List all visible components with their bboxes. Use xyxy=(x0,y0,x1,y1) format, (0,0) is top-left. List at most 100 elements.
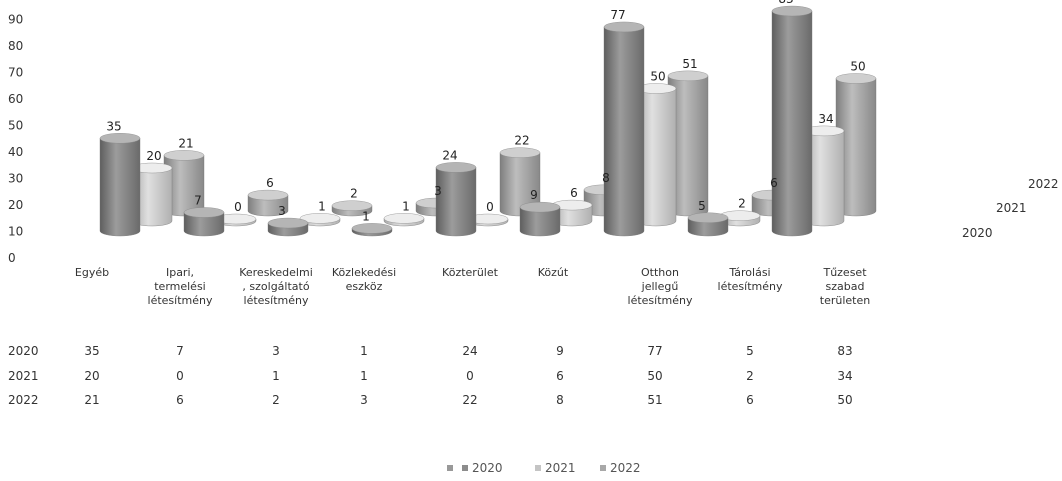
bar-top xyxy=(183,207,225,218)
bar-2021-7 xyxy=(719,210,761,227)
bar-2021-0 xyxy=(131,162,173,227)
data-labels: 21 6 2 3 22 8 51 6 50 20 0 1 1 0 6 50 2 34 35 7 3 1 24 9 77 5 83 xyxy=(106,0,865,223)
y-tick-label: 30 xyxy=(8,172,23,186)
category-line: szabad xyxy=(826,280,865,293)
data-label: 34 xyxy=(818,112,833,126)
y-tick-label: 10 xyxy=(8,225,23,239)
bar-2021-4 xyxy=(467,213,509,227)
data-label: 9 xyxy=(530,188,538,202)
category-line: Tűzeset xyxy=(822,266,867,279)
legend-swatch xyxy=(447,465,453,471)
bar-2022-2 xyxy=(331,200,373,217)
table-cell: 83 xyxy=(837,344,852,358)
bar-top xyxy=(247,189,289,201)
bar-2020-3 xyxy=(351,223,393,237)
bar-body xyxy=(603,26,645,237)
data-label: 1 xyxy=(318,199,326,213)
table-cell: 1 xyxy=(360,369,368,383)
bar-2021-1 xyxy=(215,213,257,227)
table-cell: 24 xyxy=(462,344,477,358)
data-label: 1 xyxy=(402,199,410,213)
data-label: 24 xyxy=(442,148,457,162)
category-line: jellegű xyxy=(641,280,679,293)
data-label: 0 xyxy=(486,200,494,214)
table-row-label: 2020 xyxy=(8,344,39,358)
depth-label-2022: 2022 xyxy=(1028,177,1059,191)
bar-2022-1 xyxy=(247,189,289,217)
data-label: 35 xyxy=(106,119,121,133)
category-line: eszköz xyxy=(346,280,383,293)
bar-top xyxy=(519,201,561,213)
table-cell: 51 xyxy=(647,393,662,407)
category-label: Ipari, termelési létesítmény xyxy=(148,266,213,307)
data-label: 3 xyxy=(434,184,442,198)
bar-2020-2 xyxy=(267,217,309,237)
table-cell: 50 xyxy=(837,393,852,407)
y-tick-label: 90 xyxy=(8,13,23,27)
table-row-label: 2022 xyxy=(8,393,39,407)
data-label: 2 xyxy=(738,197,746,211)
data-label: 20 xyxy=(146,149,161,163)
bar-top xyxy=(351,223,393,234)
category-line: Otthon xyxy=(641,266,679,279)
y-tick-label: 20 xyxy=(8,198,23,212)
data-label: 21 xyxy=(178,136,193,150)
depth-label-2021: 2021 xyxy=(996,201,1027,215)
bar-top xyxy=(499,147,541,158)
table-cell: 2 xyxy=(746,369,754,383)
category-line: Egyéb xyxy=(75,266,109,279)
legend-label-2022: 2022 xyxy=(610,461,641,475)
category-line: létesítmény xyxy=(244,294,309,307)
data-label: 2 xyxy=(350,187,358,201)
category-label: Otthon jellegű létesítmény xyxy=(628,266,693,307)
table-cell: 77 xyxy=(647,344,662,358)
category-label: Közlekedési eszköz xyxy=(332,266,396,293)
data-label: 7 xyxy=(194,193,202,207)
table-cell: 50 xyxy=(647,369,662,383)
data-label: 51 xyxy=(682,57,697,71)
table-cell: 3 xyxy=(272,344,280,358)
bar-top xyxy=(163,150,205,161)
category-line: termelési xyxy=(154,280,206,293)
bar-top xyxy=(99,133,141,144)
table-cell: 6 xyxy=(556,369,564,383)
bar-top xyxy=(835,73,877,84)
table-row-label: 2021 xyxy=(8,369,39,383)
bar-2020-4 xyxy=(435,162,477,237)
bar-body xyxy=(183,212,225,237)
bar-2020-6 xyxy=(603,21,645,237)
table-cell: 5 xyxy=(746,344,754,358)
category-labels: Egyéb Ipari, termelési létesítményKereskede… xyxy=(75,266,870,307)
table-cell: 2 xyxy=(272,393,280,407)
bar-2020-8 xyxy=(771,5,813,237)
table-cell: 34 xyxy=(837,369,852,383)
category-line: Ipari, xyxy=(166,266,194,279)
legend-label-2020: 2020 xyxy=(472,461,503,475)
data-label: 6 xyxy=(570,186,578,200)
table-cell: 7 xyxy=(176,344,184,358)
category-label: Tárolási létesítmény xyxy=(718,266,783,293)
category-line: Közlekedési xyxy=(332,266,396,279)
table-cell: 22 xyxy=(462,393,477,407)
legend-label-2021: 2021 xyxy=(545,461,576,475)
table-cell: 1 xyxy=(272,369,280,383)
bar-2022-0 xyxy=(163,150,205,217)
legend-swatch-2021 xyxy=(535,465,541,471)
bar-2022-4 xyxy=(499,147,541,217)
y-tick-label: 50 xyxy=(8,119,23,133)
data-label: 6 xyxy=(770,176,778,190)
data-label: 0 xyxy=(234,200,242,214)
bar-2020-5 xyxy=(519,201,561,237)
data-label: 83 xyxy=(778,0,793,6)
category-label: Közterület xyxy=(442,266,499,279)
bar-2020-7 xyxy=(687,212,729,237)
table-cell: 0 xyxy=(466,369,474,383)
bar-body xyxy=(435,167,477,237)
table-cell: 1 xyxy=(360,344,368,358)
table-cell: 35 xyxy=(84,344,99,358)
bar-body xyxy=(99,138,141,237)
category-label: Tűzeset szabad területen xyxy=(820,266,870,307)
table-cell: 20 xyxy=(84,369,99,383)
